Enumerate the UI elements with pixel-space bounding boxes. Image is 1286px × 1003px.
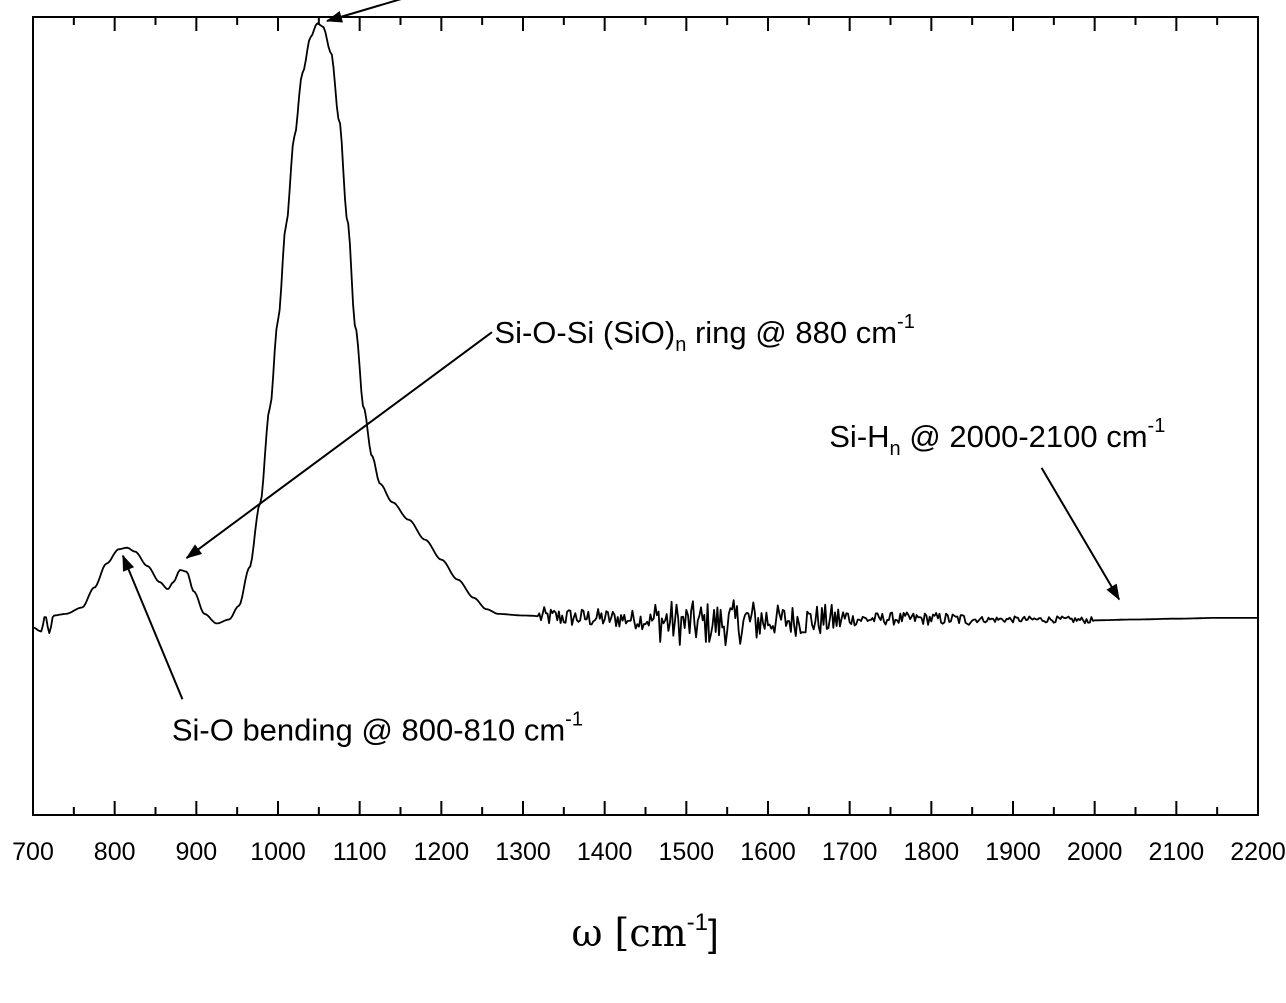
annotation-arrow-si-o-stretching	[326, 0, 402, 23]
x-tick-label: 1700	[822, 838, 878, 866]
annotation-sup: -1	[897, 311, 915, 333]
annotation-label-si-h: Si-Hn @ 2000-2100 cm-1	[829, 415, 1165, 460]
x-tick-label: 1600	[740, 838, 796, 866]
annotation-sub: n	[890, 438, 901, 460]
x-tick-label: 1400	[577, 838, 633, 866]
spectrum-series-line	[32, 22, 1258, 647]
x-tick-label: 1800	[904, 838, 960, 866]
annotations: Si-O stretching @ 1055 cm-1Si-O-Si (SiO)…	[121, 0, 1165, 748]
plot-frame	[32, 16, 1259, 816]
x-tick-label: 1900	[985, 838, 1041, 866]
x-axis-label: ω [cm-1]	[571, 909, 718, 955]
x-tick-label: 800	[94, 838, 136, 866]
tick-labels: 700 800 900 1000 1100 1200 1300 1400 1500 1600 170…	[12, 838, 1286, 866]
x-tick-label: 2200	[1230, 838, 1286, 866]
annotation-label-si-o-si-ring: Si-O-Si (SiO)n ring @ 880 cm-1	[494, 311, 914, 356]
annotation-text-cont: ring @ 880 cm	[686, 315, 897, 350]
x-axis-label-sup: -1	[687, 909, 708, 936]
annotation-text-cont: @ 2000-2100 cm	[901, 419, 1148, 454]
x-axis-label-tail: ]	[708, 913, 719, 955]
x-tick-label: 2000	[1067, 838, 1123, 866]
plot-layer	[32, 16, 1259, 816]
x-axis-label-base: ω [cm	[571, 911, 686, 955]
x-tick-label: 1200	[414, 838, 470, 866]
annotation-label-si-o-bending: Si-O bending @ 800-810 cm-1	[172, 709, 583, 748]
x-tick-label: 900	[175, 838, 217, 866]
x-tick-label: 700	[12, 838, 54, 866]
x-tick-label: 1500	[659, 838, 715, 866]
annotation-text: Si-H	[829, 419, 889, 454]
x-tick-label: 2100	[1149, 838, 1205, 866]
annotation-arrow-si-h	[1040, 467, 1121, 601]
x-tick-label: 1300	[495, 838, 551, 866]
annotation-text: Si-O-Si (SiO)	[494, 315, 675, 350]
annotation-sup: -1	[1148, 415, 1166, 437]
x-tick-label: 1100	[333, 838, 387, 866]
annotation-sub: n	[675, 334, 686, 356]
annotation-arrow-si-o-bending	[121, 554, 184, 700]
annotation-text: Si-O bending @ 800-810 cm	[172, 713, 565, 748]
x-tick-label: 1000	[250, 838, 306, 866]
ticks-layer	[32, 17, 1259, 815]
annotation-arrow-si-o-si-ring	[185, 331, 493, 559]
annotation-sup: -1	[565, 709, 583, 731]
